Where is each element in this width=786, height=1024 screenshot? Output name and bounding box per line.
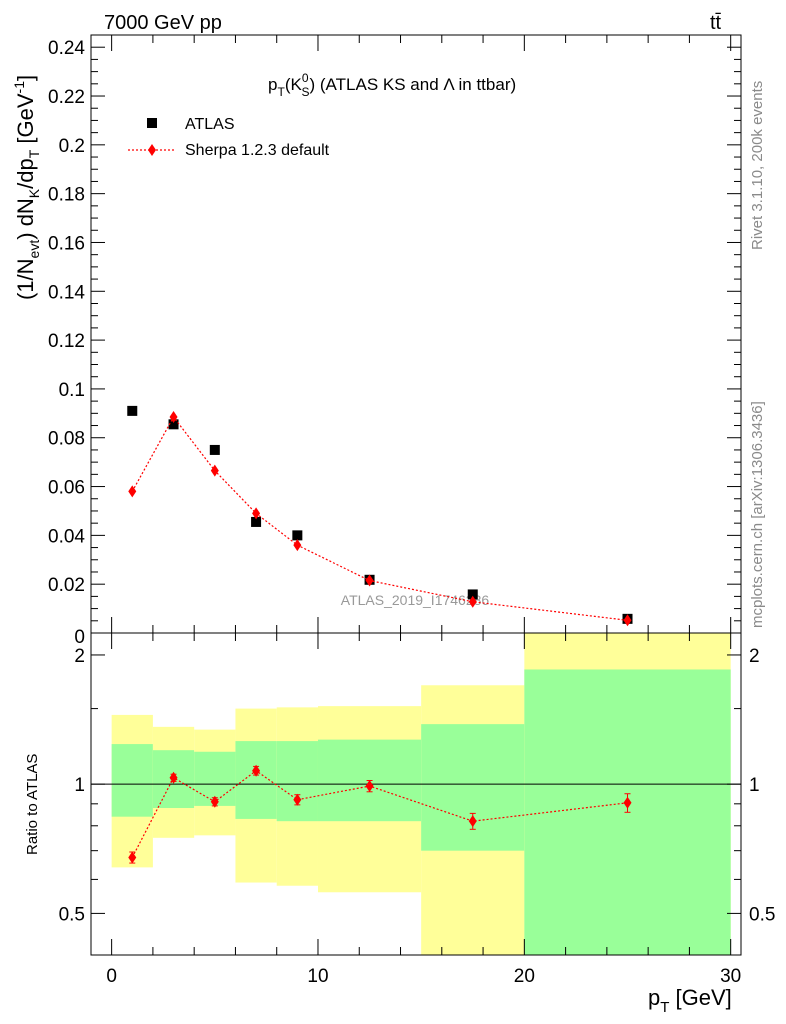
sherpa-point (468, 595, 477, 608)
band-inner-3 (235, 741, 277, 819)
atlas-point (168, 419, 179, 430)
energy-label: 7000 GeV pp (104, 12, 222, 34)
ratio-sherpa-point (210, 795, 219, 808)
sherpa-point (365, 574, 374, 587)
main-ytick-label: 0.24 (48, 38, 85, 59)
legend-sherpa-label: Sherpa 1.2.3 default (185, 142, 330, 159)
ratio-xtick-label: 0 (106, 966, 117, 987)
atlas-point (467, 589, 478, 600)
ratio-sherpa-point (169, 771, 178, 784)
band-inner-6 (421, 724, 525, 851)
ratio-frame (90, 632, 742, 956)
ratio-sherpa-line (131, 769, 628, 858)
title-pt: p (268, 75, 277, 94)
main-ytick-label: 0.02 (48, 575, 85, 596)
legend: ATLAS Sherpa 1.2.3 default (128, 116, 330, 159)
main-ytick-label: 0.1 (59, 380, 85, 401)
ratio-ytick-label-right: 1 (749, 775, 760, 796)
main-ytick-label: 0.06 (48, 478, 85, 499)
sherpa-point (293, 539, 302, 552)
analysis-watermark: ATLAS_2019_I1746286 (341, 592, 490, 608)
sherpa-point (128, 485, 137, 498)
ratio-sherpa-point (252, 764, 261, 777)
main-y-axis-label: (1/Nevt) dNK/dpT [GeV-1] (11, 75, 42, 300)
ratio-series (128, 764, 632, 864)
ratio-bands (111, 633, 731, 955)
ratio-sherpa-point (128, 851, 137, 864)
main-panel: 0.02 0.04 0.06 0.08 0.1 0.12 0.14 0.16 0.18 0.2 0.… (11, 34, 742, 648)
main-ytick-label: 0.2 (59, 136, 85, 157)
main-ytick-label: 0.04 (48, 526, 85, 547)
ratio-sherpa-point (468, 815, 477, 828)
ratio-ytick-label: 1 (74, 775, 85, 796)
ratio-sherpa-point (365, 780, 374, 793)
ratio-ytick-label: 2 (74, 646, 85, 667)
ratio-panel: 0 10 20 30 0.5 0.5 1 1 2 2 Ratio to ATLAS pT [GeV… (24, 632, 775, 1016)
legend-atlas-label: ATLAS (185, 116, 235, 133)
sherpa-point (252, 507, 261, 520)
ratio-y-axis-label: Ratio to ATLAS (24, 754, 41, 855)
atlas-point (127, 405, 138, 416)
ratio-ytick-label-right: 0.5 (749, 904, 775, 925)
process-label: tt̄ (710, 12, 722, 34)
sherpa-line (131, 415, 628, 621)
mcplots-reference-label: mcplots.cern.ch [arXiv:1306.3436] (749, 401, 766, 628)
x-axis-label: pT [GeV] (648, 985, 732, 1016)
main-ytick-label: 0.12 (48, 331, 85, 352)
atlas-point (209, 444, 220, 455)
ratio-xtick-label: 10 (307, 966, 328, 987)
sherpa-point (169, 410, 178, 423)
legend-atlas-marker (147, 118, 157, 128)
atlas-point (292, 530, 303, 541)
ratio-xtick-label: 20 (514, 966, 535, 987)
chart-title: pT(K0 S) (ATLAS KS and Λ in ttbar) (268, 71, 516, 99)
main-ytick-label: 0.14 (48, 282, 85, 303)
legend-sherpa-marker (148, 144, 156, 156)
ratio-sherpa-point (623, 796, 632, 809)
main-axes: 0.02 0.04 0.06 0.08 0.1 0.12 0.14 0.16 0.18 0.2 0.… (48, 34, 742, 648)
ratio-axes: 0 10 20 30 0.5 0.5 1 1 2 2 (59, 632, 775, 987)
ratio-xtick-label: 30 (720, 966, 741, 987)
band-inner-4 (276, 741, 318, 822)
ratio-ytick-label: 0.5 (59, 904, 85, 925)
sherpa-point (623, 614, 632, 627)
main-ytick-label: 0.08 (48, 429, 85, 450)
main-series (127, 405, 633, 627)
atlas-point (251, 516, 262, 527)
main-ytick-label: 0.16 (48, 233, 85, 254)
rivet-version-label: Rivet 3.1.10, 200k events (749, 81, 766, 250)
sherpa-point (210, 464, 219, 477)
main-ytick-label: 0.18 (48, 185, 85, 206)
main-ytick-label: 0.22 (48, 87, 85, 108)
main-ytick-label-zero: 0 (74, 627, 85, 648)
band-inner-0 (111, 744, 153, 817)
ratio-ytick-label-right: 2 (749, 646, 760, 667)
ratio-sherpa-point (293, 793, 302, 806)
